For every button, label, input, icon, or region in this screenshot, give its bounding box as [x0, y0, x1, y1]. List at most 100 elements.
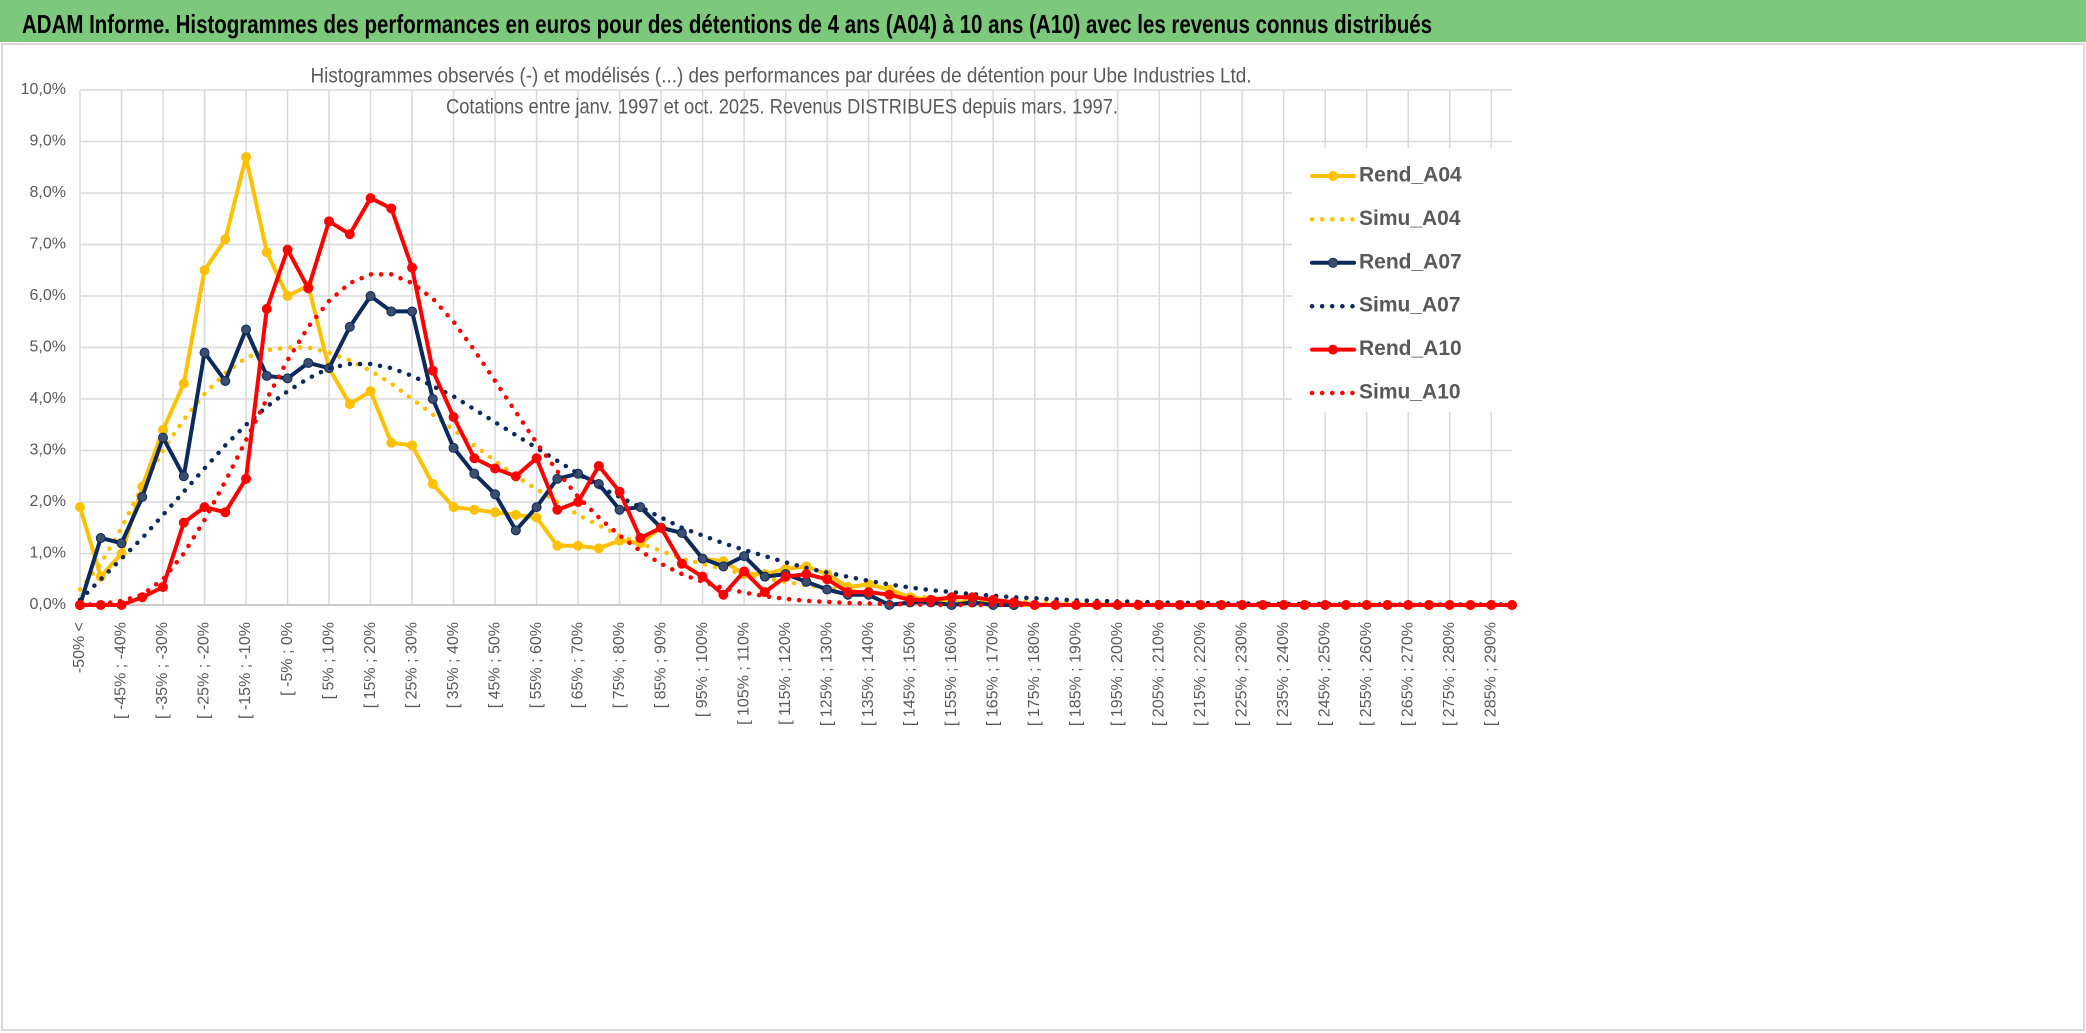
series-marker	[344, 321, 355, 332]
x-tick-label: [ 185% ; 190%	[1067, 622, 1084, 726]
y-tick-label: 5,0%	[30, 339, 66, 356]
x-tick-label: [ 255% ; 260%	[1358, 622, 1375, 726]
series-marker	[407, 262, 418, 273]
series-marker	[448, 502, 459, 513]
series-marker	[282, 291, 293, 301]
legend-marker	[1328, 344, 1338, 355]
x-tick-label: [ -5% ; 0%	[279, 622, 296, 696]
series-line	[77, 345, 1515, 608]
series-marker	[158, 581, 169, 592]
series-marker	[407, 440, 418, 451]
series-marker	[614, 504, 625, 515]
x-tick-label: [ 225% ; 230%	[1233, 622, 1250, 726]
series-marker	[759, 571, 770, 582]
series-marker	[739, 551, 750, 562]
y-tick-label: 0,0%	[30, 596, 66, 613]
series-marker	[199, 347, 210, 358]
chart-subtitle: Cotations entre janv. 1997 et oct. 2025.…	[446, 96, 1118, 119]
y-tick-label: 10,0%	[21, 81, 66, 98]
series-marker	[469, 453, 480, 464]
x-tick-label: [ 95% ; 100%	[694, 622, 711, 717]
series-marker	[531, 453, 542, 464]
series-marker	[95, 533, 106, 544]
y-tick-label: 8,0%	[30, 184, 66, 201]
x-tick-label: [ 15% ; 20%	[362, 622, 379, 708]
series-marker	[656, 522, 667, 533]
series-marker	[365, 386, 376, 397]
x-tick-label: [ -45% ; -40%	[113, 622, 130, 719]
series-marker	[241, 324, 252, 335]
series-marker	[407, 306, 418, 317]
series-marker	[386, 203, 397, 214]
series-marker	[116, 538, 127, 549]
x-tick-label: [ 115% ; 120%	[777, 622, 794, 725]
x-tick-label: [ 275% ; 280%	[1441, 622, 1458, 726]
series-marker	[282, 373, 293, 384]
series-marker	[386, 306, 397, 317]
x-tick-label: [ 175% ; 180%	[1026, 622, 1043, 726]
x-tick-label: [ 135% ; 140%	[860, 622, 877, 726]
series-marker	[552, 504, 563, 515]
series-marker	[593, 543, 604, 554]
legend: Rend_A04 Simu_A04 Rend_A07 Simu_A07 Rend_A10…	[1309, 164, 1462, 404]
series-marker	[386, 437, 397, 448]
series-marker	[531, 512, 542, 523]
series-marker	[697, 553, 708, 564]
series-marker	[241, 151, 252, 162]
x-tick-label: [ 265% ; 270%	[1399, 622, 1416, 726]
series-marker	[863, 587, 874, 598]
legend-marker	[1328, 171, 1338, 181]
series-marker	[365, 193, 376, 204]
x-tick-label: [ 165% ; 170%	[984, 622, 1001, 726]
series-marker	[261, 370, 272, 381]
series-marker	[988, 594, 999, 605]
series-marker	[241, 473, 252, 484]
series-marker	[427, 394, 438, 404]
series-marker	[801, 569, 812, 580]
y-tick-label: 4,0%	[30, 390, 66, 407]
series-marker	[469, 504, 480, 515]
series-marker	[573, 540, 584, 551]
series-marker	[718, 589, 729, 600]
series-line	[77, 272, 1515, 608]
x-tick-label: [ 65% ; 70%	[569, 622, 586, 708]
x-tick-label: [ 25% ; 30%	[403, 622, 420, 708]
header-title: ADAM Informe. Histogrammes des performan…	[22, 9, 1432, 39]
series-marker	[324, 216, 335, 227]
series-marker	[967, 592, 978, 603]
series-line	[78, 294, 1016, 607]
x-tick-label: [ -15% ; -10%	[237, 622, 254, 719]
series-marker	[448, 412, 459, 423]
legend-label: Rend_A07	[1359, 250, 1462, 273]
series-marker	[75, 502, 85, 513]
series-marker	[490, 463, 501, 474]
series-marker	[842, 587, 853, 598]
x-tick-label: [ 145% ; 150%	[901, 622, 918, 726]
series-marker	[552, 473, 563, 484]
series-line	[77, 361, 1515, 607]
series-marker	[531, 502, 542, 513]
series-marker	[448, 442, 459, 453]
x-tick-label: -50% <	[71, 622, 88, 673]
series-marker	[593, 460, 604, 471]
series-marker	[469, 468, 480, 479]
series-marker	[137, 491, 148, 502]
plot	[75, 151, 1517, 610]
x-tick-label: [ -35% ; -30%	[154, 622, 171, 719]
x-tick-label: [ -25% ; -20%	[196, 622, 213, 719]
y-tick-label: 1,0%	[30, 545, 66, 562]
series-marker	[344, 229, 355, 240]
legend-box	[1292, 148, 1512, 412]
series-marker	[490, 507, 501, 518]
series-marker	[822, 584, 833, 595]
series-marker	[158, 432, 169, 443]
series-marker	[1507, 600, 1517, 610]
series-marker	[510, 525, 521, 536]
x-tick-label: [ 195% ; 200%	[1109, 622, 1126, 726]
y-tick-label: 6,0%	[30, 287, 66, 304]
y-tick-label: 7,0%	[30, 236, 66, 253]
legend-marker	[1328, 257, 1338, 268]
series-marker	[178, 378, 189, 389]
x-tick-label: [ 285% ; 290%	[1482, 622, 1499, 726]
